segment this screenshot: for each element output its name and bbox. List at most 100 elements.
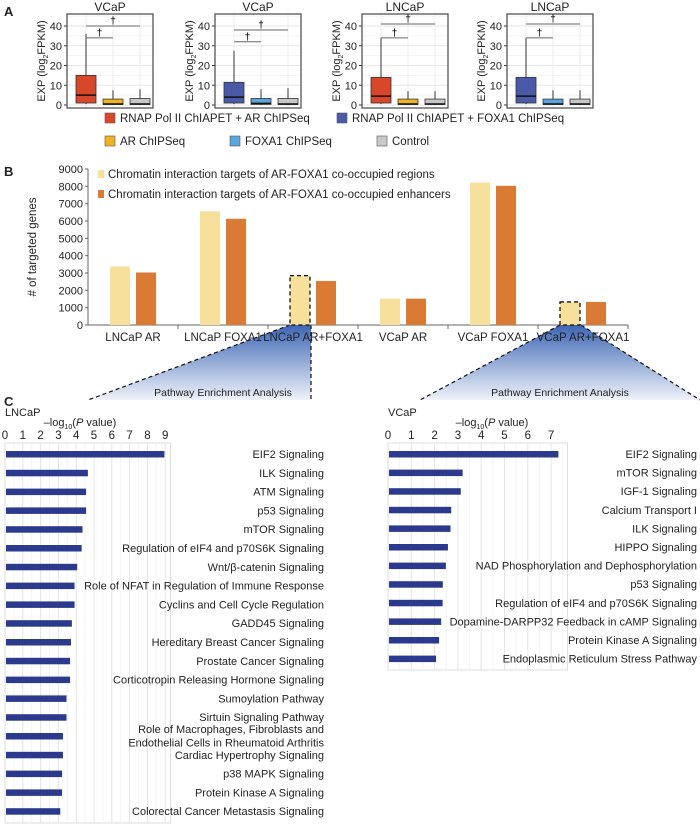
pathway-label: Dopamine-DARPP32 Feedback in cAMP Signal…: [450, 616, 697, 628]
pathway-bar: [6, 751, 63, 759]
x-tick-label: 2: [37, 430, 43, 442]
y-axis-label-text: EXP (log: [184, 58, 196, 101]
y-tick-label: 5000: [59, 233, 83, 245]
pathway-bar: [389, 451, 559, 458]
fan-edge: [580, 324, 700, 401]
x-tick-label: 6: [525, 430, 531, 442]
box-rnap_foxa1: [515, 37, 537, 105]
y-tick-label: 20: [198, 61, 210, 73]
pathway-label: Sumoylation Pathway: [218, 693, 324, 705]
pathway-bar: [389, 637, 440, 644]
x-tick-label: LNCaP AR+FOXA1: [263, 332, 363, 344]
box-rnap_foxa1: [223, 50, 245, 105]
pathway-enrichment-label: Pathway Enrichment Analysis: [491, 387, 629, 399]
pathway-bar: [6, 695, 67, 702]
x-tick-label: 2: [431, 430, 437, 442]
legend-label: FOXA1 ChIPSeq: [245, 136, 332, 148]
pathway-bar: [389, 618, 442, 625]
y-tick-label: 30: [50, 41, 62, 53]
significance-dagger: †: [245, 32, 251, 43]
legend-label: RNAP Pol II ChIAPET + FOXA1 ChIPSeq: [352, 113, 564, 125]
significance-dagger: †: [258, 20, 264, 31]
y-axis-label-text: FPKM): [36, 20, 48, 54]
box-control: [569, 90, 591, 105]
x-tick-label: 3: [455, 430, 461, 442]
x-axis-label-text: (: [484, 417, 488, 429]
plot-frame: [387, 442, 568, 671]
y-tick-label: 10: [198, 80, 210, 92]
box-foxa1: [250, 89, 272, 105]
box-control: [424, 91, 446, 105]
y-tick-label: 20: [345, 61, 357, 73]
pathway-label: Protein Kinase A Signaling: [568, 635, 697, 647]
legend-a: RNAP Pol II ChIAPET + AR ChIPSeq RNAP Pol…: [104, 112, 564, 148]
x-axis-label: –log10(P value): [456, 417, 529, 431]
pathway-label: p38 MAPK Signaling: [223, 769, 324, 781]
pathway-label: NAD Phosphorylation and Dephosphorylatio…: [476, 561, 697, 573]
pathway-bar: [6, 733, 63, 740]
bar-enhancers: [136, 272, 156, 325]
x-axis-label-text: value): [83, 417, 116, 429]
pathway-bar: [6, 451, 165, 458]
y-axis-label: # of targeted genes: [27, 197, 39, 296]
pathway-bar: [6, 639, 71, 646]
pathway-label: Regulation of eIF4 and p70S6K Signaling: [495, 598, 697, 610]
panel-label-b: B: [4, 164, 13, 179]
legend-swatch: [104, 135, 116, 147]
pathway-bar: [6, 507, 87, 514]
bar-enhancers: [406, 298, 426, 325]
pathway-bar: [6, 469, 88, 477]
pathway-bar: [389, 599, 443, 607]
fan-edge: [87, 324, 291, 401]
bar-enhancers: [316, 280, 336, 325]
x-tick-label: VCaP AR+FOXA1: [537, 332, 630, 344]
x-tick-label: 4: [73, 430, 80, 442]
legend-item: FOXA1 ChIPSeq: [229, 135, 332, 148]
y-tick-label: 9000: [59, 164, 83, 176]
y-tick-label: 10: [50, 80, 62, 92]
x-tick-label: 1: [20, 430, 26, 442]
bar-regions: [110, 266, 130, 325]
legend-swatch: [336, 112, 348, 124]
y-tick-label: 30: [490, 41, 502, 53]
legend-item: Control: [376, 135, 429, 148]
chart-title: LNCaP: [5, 407, 40, 419]
box-ar: [397, 91, 419, 105]
box-iqr: [250, 98, 272, 105]
pathway-label: Cardiac Hypertrophy Signaling: [175, 750, 324, 762]
x-tick-label: 0: [2, 430, 8, 442]
legend-label: RNAP Pol II ChIAPET + AR ChIPSeq: [120, 113, 310, 125]
pathway-label: Calcium Transport I: [602, 505, 697, 517]
fan-edge: [419, 324, 561, 401]
legend-swatch: [104, 112, 116, 124]
pathway-label-line: Endothelial Cells in Rheumatoid Arthriti…: [128, 738, 324, 750]
panel-label-a: A: [4, 4, 14, 19]
y-tick-label: 40: [490, 21, 502, 33]
box-control: [129, 89, 151, 105]
pathway-bar: [389, 525, 451, 532]
y-axis-label: EXP (log2FPKM): [36, 20, 50, 101]
legend-item: AR ChIPSeq: [104, 135, 185, 148]
x-tick-label: 6: [109, 430, 115, 442]
chart-title: VCaP: [388, 407, 417, 419]
y-tick-label: 2000: [59, 285, 83, 297]
pathway-bar: [389, 506, 452, 514]
pathway-bar: [6, 770, 63, 778]
y-axis-label-text: EXP (log: [36, 58, 48, 101]
significance-dagger: †: [97, 28, 103, 39]
bar-regions: [470, 182, 490, 325]
pathway-enrichment-label: Pathway Enrichment Analysis: [154, 387, 292, 399]
plot-frame: [214, 13, 302, 109]
bar-regions: [560, 301, 580, 325]
pathway-label: Role of Macrophages, Fibroblasts and Endo…: [128, 724, 324, 750]
y-axis-label-sub: 2: [191, 54, 198, 58]
box-foxa1: [542, 90, 564, 105]
legend-label: AR ChIPSeq: [120, 136, 185, 148]
y-axis-label-text: FPKM): [184, 20, 196, 54]
bar-regions: [290, 275, 310, 325]
x-tick-label: 5: [91, 430, 97, 442]
legend-swatch: [98, 190, 104, 198]
